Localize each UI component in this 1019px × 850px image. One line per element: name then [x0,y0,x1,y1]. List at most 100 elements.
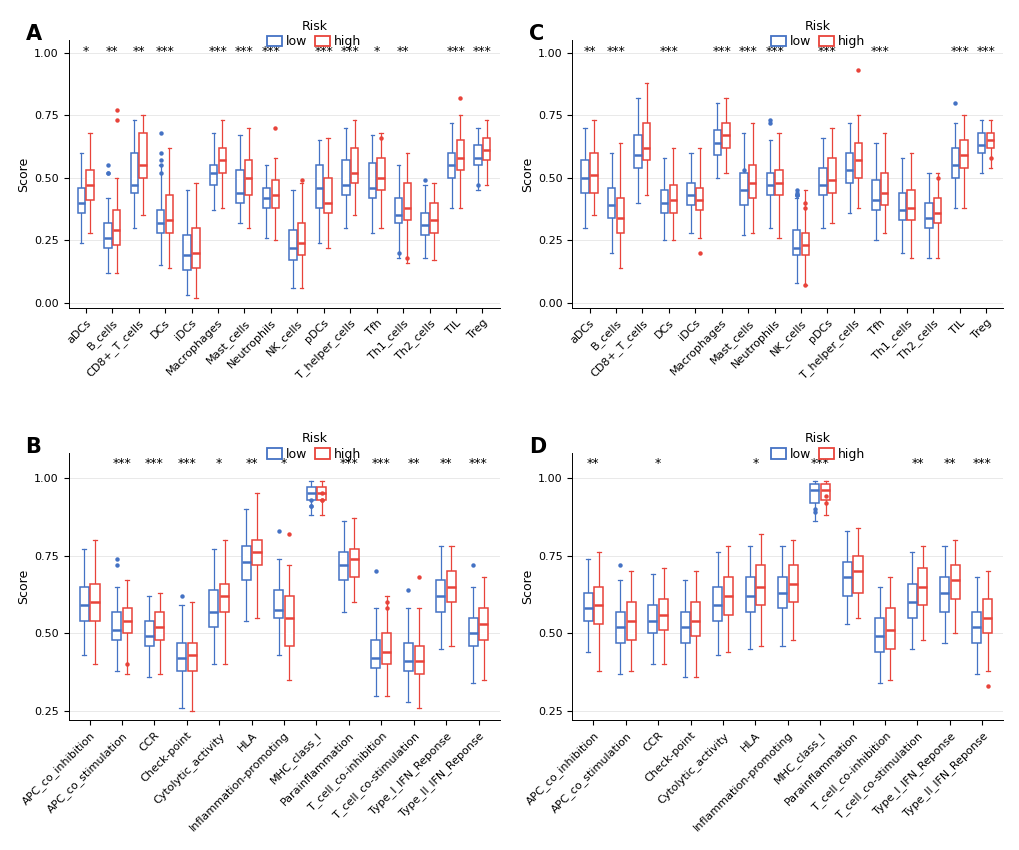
Bar [801,233,808,255]
Bar [77,188,85,212]
Bar [140,133,147,178]
Bar [933,198,941,223]
Bar [341,160,350,196]
Text: ***: *** [976,44,995,58]
Bar [187,643,197,671]
Bar [236,170,244,202]
Text: ***: *** [446,44,465,58]
Text: **: ** [583,44,595,58]
Bar [774,170,782,196]
Text: **: ** [910,457,923,470]
Bar [468,618,477,646]
Bar [766,173,773,196]
Bar [122,609,131,633]
Bar [788,565,797,603]
Bar [79,586,89,620]
Bar [884,609,894,649]
Bar [713,130,720,156]
Text: ***: *** [209,44,227,58]
Bar [626,603,635,639]
Bar [820,484,829,500]
Bar [315,165,323,207]
Bar [245,160,253,196]
Text: **: ** [246,457,258,470]
Bar [871,180,878,210]
Bar [338,552,347,581]
Bar [777,577,787,609]
Text: D: D [529,437,546,456]
Bar [368,162,376,198]
Bar [680,611,689,643]
Bar [748,165,755,198]
Legend: low, high: low, high [267,433,361,461]
Bar [210,165,217,185]
Bar [809,484,818,502]
Bar [594,586,602,624]
Bar [687,183,694,205]
Bar [607,188,614,218]
Text: **: ** [106,44,118,58]
Bar [668,185,677,212]
Legend: low, high: low, high [770,20,864,48]
Bar [634,135,641,167]
Bar [351,148,358,183]
Text: ***: *** [112,457,131,470]
Text: ***: *** [810,457,828,470]
Bar [404,643,413,671]
Text: ***: *** [156,44,174,58]
Bar [430,202,437,233]
Text: *: * [373,44,379,58]
Bar [371,639,380,667]
Bar [350,549,359,577]
Bar [298,223,305,255]
Text: **: ** [439,457,451,470]
Bar [977,133,984,153]
Bar [792,230,800,255]
Text: ***: *** [817,44,836,58]
Bar [436,581,445,611]
Bar [853,556,862,593]
Bar [457,140,464,170]
Bar [421,212,428,235]
Bar [660,190,667,212]
Bar [740,173,747,205]
Bar [263,188,270,207]
Bar [274,590,283,618]
Y-axis label: Score: Score [17,156,30,191]
Text: **: ** [407,457,420,470]
Legend: low, high: low, high [770,433,864,461]
Text: ***: *** [659,44,678,58]
Bar [874,618,883,652]
Bar [112,611,121,639]
Bar [113,210,120,246]
Bar [924,202,931,228]
Bar [183,235,191,270]
Bar [317,487,326,500]
Bar [155,611,164,639]
Bar [898,193,905,220]
Bar [192,228,200,268]
Text: **: ** [396,44,409,58]
Text: ***: *** [606,44,625,58]
Bar [446,571,455,603]
Bar [845,153,853,183]
Bar [648,605,657,633]
Text: C: C [529,24,544,44]
Text: *: * [752,457,758,470]
Bar [307,487,315,500]
Bar [157,210,164,233]
Text: ***: *** [711,44,731,58]
Text: ***: *** [764,44,784,58]
Text: ***: *** [314,44,333,58]
Y-axis label: Score: Score [520,569,533,604]
Text: **: ** [587,457,599,470]
Text: ***: *** [177,457,196,470]
Bar [479,609,488,639]
Text: **: ** [132,44,145,58]
Bar [253,540,261,565]
Bar [951,148,958,178]
Bar [289,230,297,260]
Bar [581,160,588,193]
Bar [818,167,826,196]
Text: ***: *** [372,457,390,470]
